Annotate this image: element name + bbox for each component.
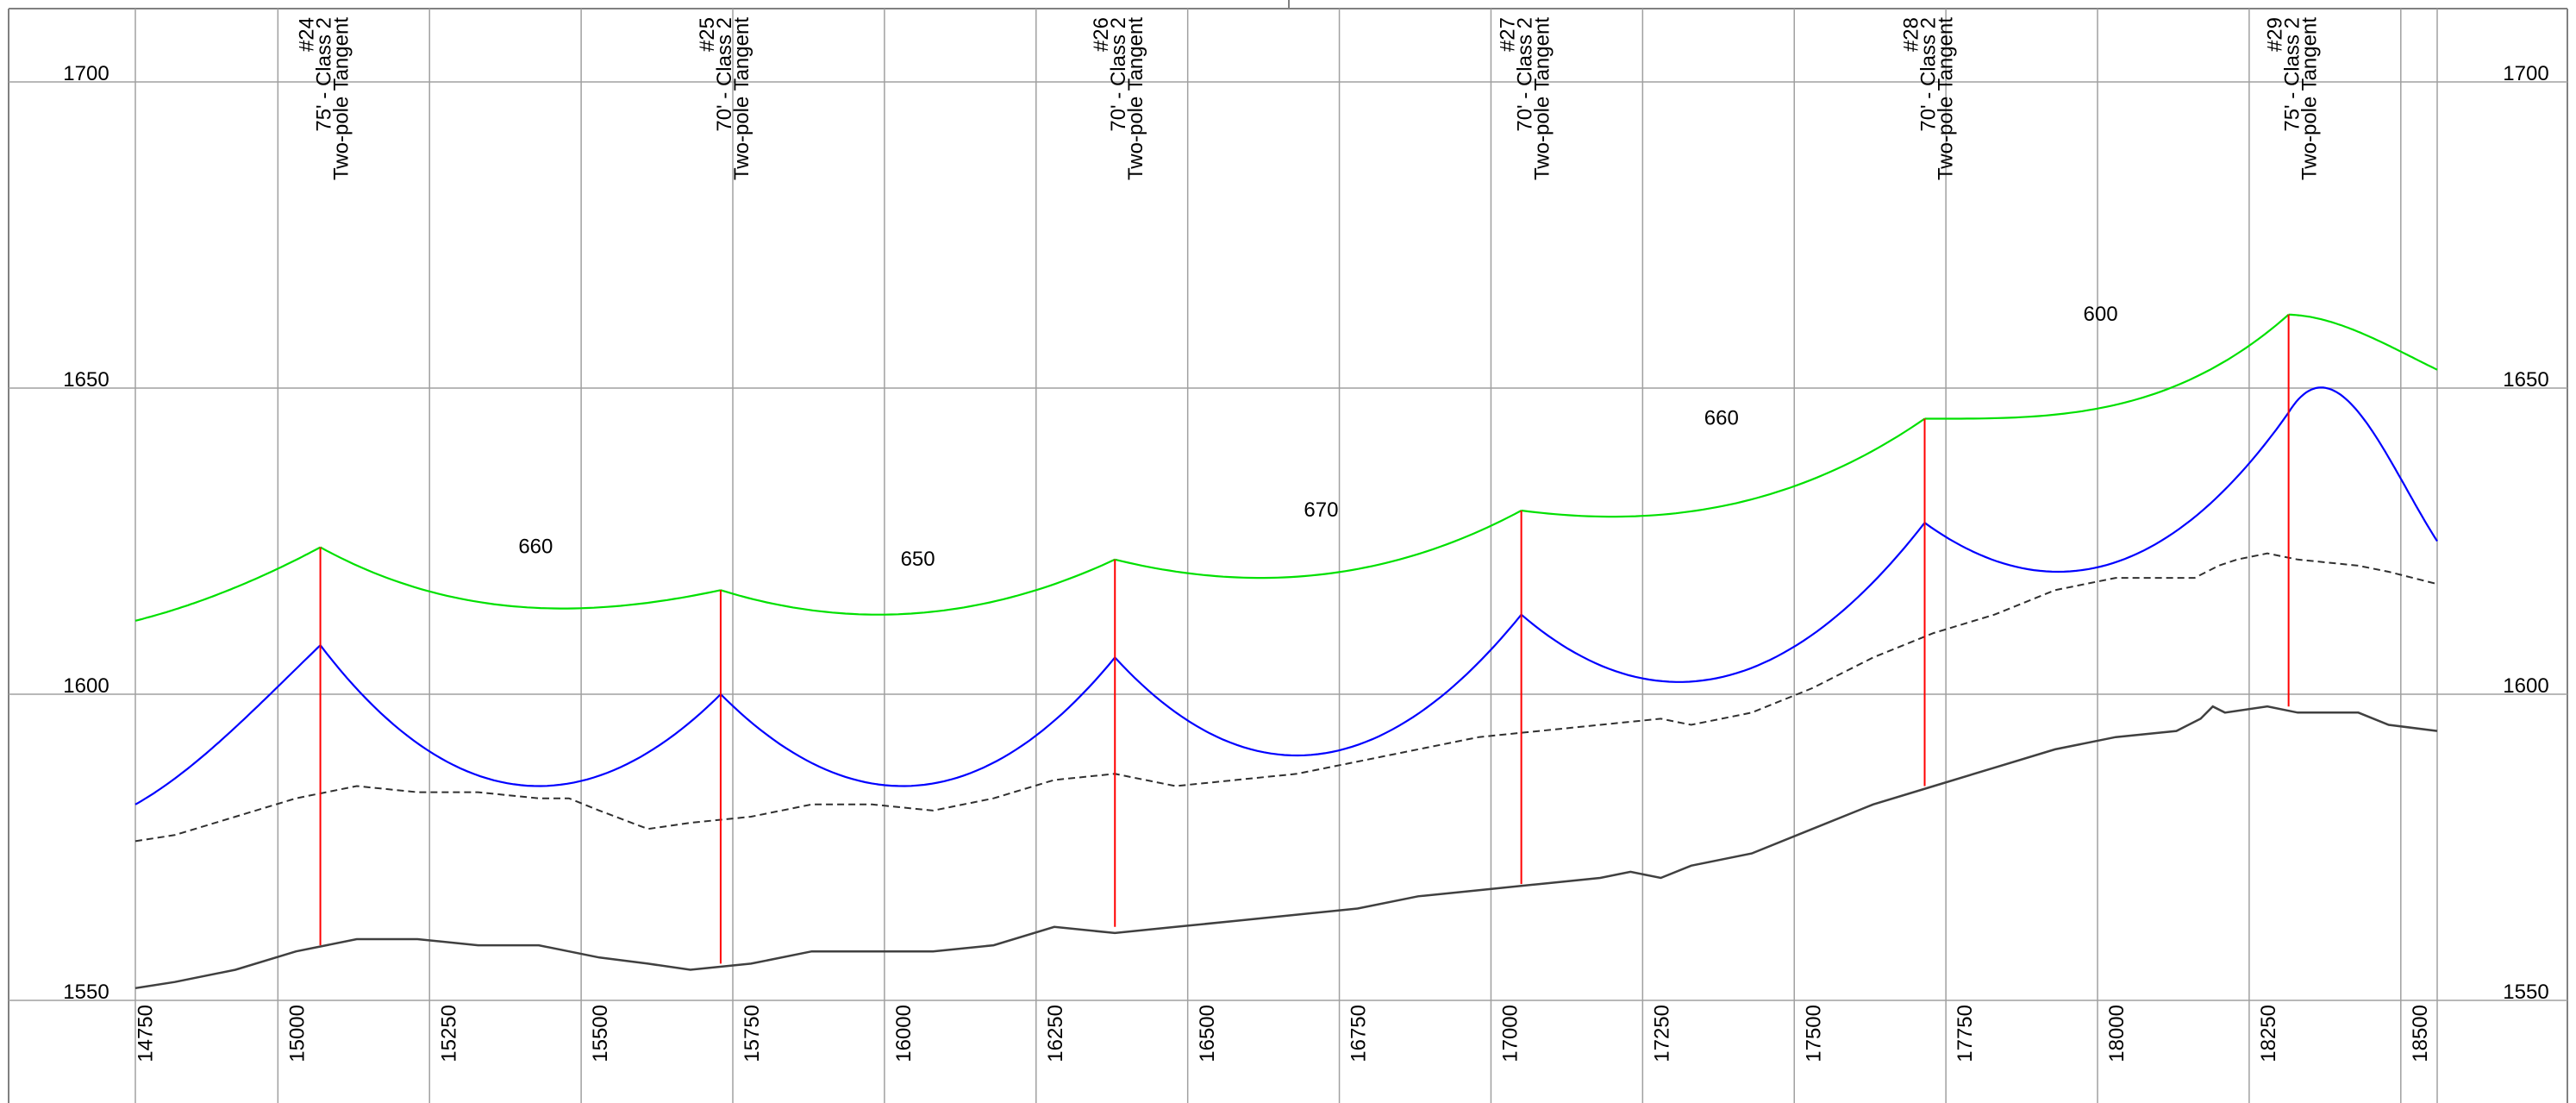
lower-conductor-span — [1115, 615, 1521, 755]
y-axis-labels: 1550 1550 1600 1600 1650 1650 1700 1700 — [63, 62, 2548, 1004]
pole-label: Two-pole Tangent — [730, 17, 753, 180]
lower-conductor-span — [721, 657, 1115, 786]
span-length-label: 670 — [1304, 498, 1338, 522]
span-length-label: 660 — [518, 536, 553, 559]
surface-profile — [135, 554, 2437, 842]
ground-line — [135, 706, 2437, 988]
y-tick-label-left: 1650 — [63, 368, 109, 392]
y-tick-label-left: 1700 — [63, 62, 109, 85]
x-tick-label: 15000 — [285, 1005, 309, 1062]
x-tick-label: 15250 — [437, 1005, 460, 1062]
pole-label: Two-pole Tangent — [330, 17, 353, 180]
x-tick-label: 15500 — [589, 1005, 612, 1062]
poles — [321, 315, 2289, 964]
pole-label: Two-pole Tangent — [2298, 17, 2322, 180]
upper-conductor-span — [1522, 419, 1925, 517]
lower-conductor-span — [321, 645, 721, 786]
y-tick-label-right: 1650 — [2503, 368, 2548, 392]
span-length-label: 650 — [901, 548, 935, 571]
x-tick-label: 18500 — [2409, 1005, 2432, 1062]
x-axis-labels: 14750 15000 15250 15500 15750 16000 16250 16500… — [134, 1005, 2432, 1062]
x-tick-label: 17750 — [1954, 1005, 1977, 1062]
x-tick-label: 17500 — [1802, 1005, 1825, 1062]
lower-conductor-span — [1925, 412, 2289, 572]
upper-conductor — [135, 315, 2437, 621]
upper-conductor-span — [135, 548, 321, 621]
pole-label: Two-pole Tangent — [1531, 17, 1554, 180]
x-tick-label: 16500 — [1196, 1005, 1219, 1062]
lower-conductor-span — [1522, 523, 1925, 682]
upper-conductor-span — [2289, 315, 2437, 370]
x-tick-label: 16250 — [1044, 1005, 1067, 1062]
pole-label: Two-pole Tangent — [1124, 17, 1147, 180]
ground-profile — [135, 706, 2437, 988]
x-tick-label: 15750 — [741, 1005, 764, 1062]
x-tick-label: 18000 — [2105, 1005, 2129, 1062]
y-tick-label-right: 1550 — [2503, 981, 2548, 1004]
x-tick-label: 16750 — [1347, 1005, 1371, 1062]
span-length-label: 600 — [2084, 303, 2118, 326]
x-tick-label: 14750 — [134, 1005, 158, 1062]
lower-conductor-span — [135, 645, 321, 805]
x-tick-label: 18250 — [2257, 1005, 2280, 1062]
span-labels: 660 650 670 660 600 — [518, 303, 2117, 571]
surface-dashed-line — [135, 554, 2437, 842]
span-length-label: 660 — [1704, 407, 1739, 430]
x-tick-label: 17000 — [1499, 1005, 1522, 1062]
upper-conductor-span — [1925, 315, 2289, 419]
y-tick-label-left: 1550 — [63, 981, 109, 1004]
y-tick-label-right: 1700 — [2503, 62, 2548, 85]
chart-frame — [9, 0, 2567, 1103]
x-tick-label: 16000 — [892, 1005, 916, 1062]
pole-label: Two-pole Tangent — [1934, 17, 1957, 180]
lower-conductor-span — [2289, 387, 2437, 541]
y-tick-label-right: 1600 — [2503, 674, 2548, 698]
y-tick-label-left: 1600 — [63, 674, 109, 698]
x-tick-label: 17250 — [1650, 1005, 1673, 1062]
